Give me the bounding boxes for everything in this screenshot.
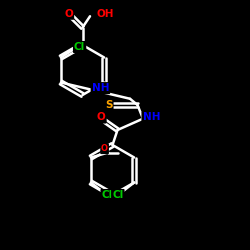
Text: Cl: Cl (74, 42, 85, 52)
Text: O: O (97, 112, 106, 122)
Text: O: O (101, 144, 108, 153)
Text: NH: NH (92, 83, 109, 93)
Text: S: S (105, 100, 112, 110)
Text: Cl: Cl (102, 190, 113, 200)
Text: OH: OH (96, 9, 114, 19)
Text: Cl: Cl (112, 190, 124, 200)
Text: NH: NH (142, 112, 160, 122)
Text: O: O (64, 9, 73, 19)
